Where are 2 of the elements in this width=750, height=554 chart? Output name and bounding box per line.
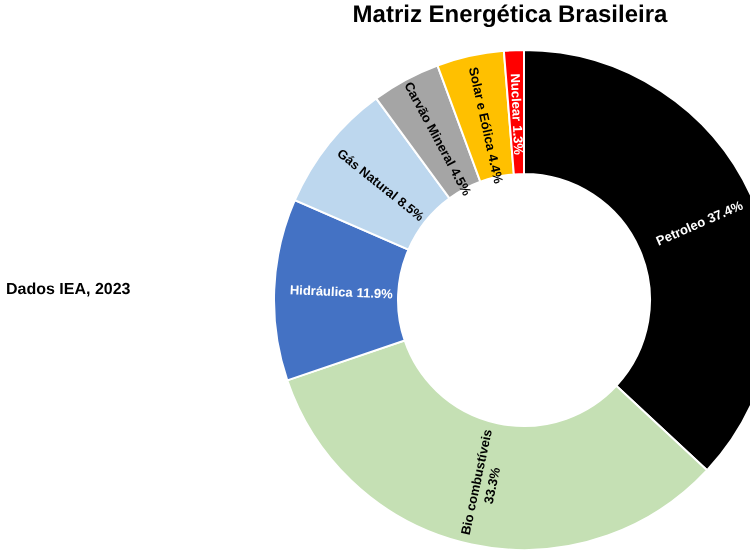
- text: Dados IEA, 2023: [6, 280, 132, 298]
- chart-title: Matriz Energética Brasileira: [352, 0, 669, 28]
